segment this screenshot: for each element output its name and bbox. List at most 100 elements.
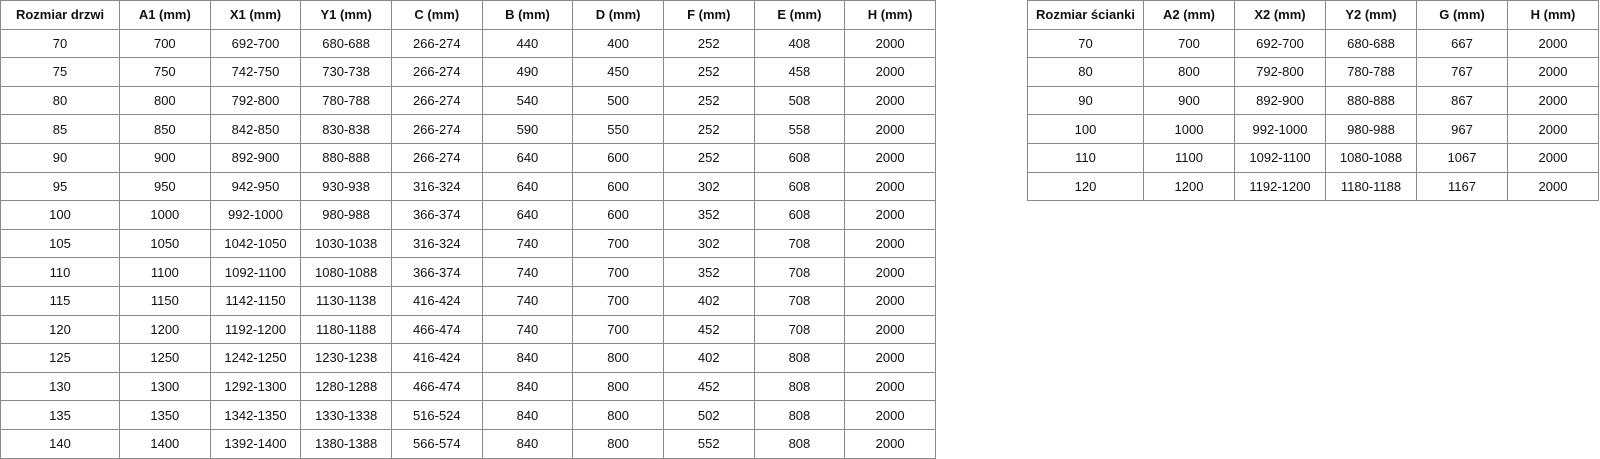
table-cell: 550 xyxy=(572,114,664,144)
table-cell: 600 xyxy=(572,171,664,202)
table-cell: 700 xyxy=(1143,28,1235,59)
table-cell: 1100 xyxy=(1143,142,1235,173)
table-cell: 808 xyxy=(753,400,846,430)
table-row: 70 700 692-700 680-688 667 2000 xyxy=(1027,28,1599,59)
table-cell: 800 xyxy=(1143,57,1235,87)
table-cell: 608 xyxy=(753,142,846,173)
table-cell: 266-274 xyxy=(390,28,483,59)
table-cell: 466-474 xyxy=(390,371,483,402)
column-header: A1 (mm) xyxy=(119,0,211,30)
table-cell: 70 xyxy=(0,28,120,59)
table-row: 130 1300 1292-1300 1280-1288 466-474 840 800 45… xyxy=(0,371,936,402)
table-cell: 558 xyxy=(753,114,846,144)
table-cell: 2000 xyxy=(844,171,936,202)
table-cell: 740 xyxy=(481,228,574,259)
table-cell: 1092-1100 xyxy=(209,257,302,287)
table-cell: 366-374 xyxy=(390,200,483,230)
table-cell: 840 xyxy=(481,343,574,373)
table-cell: 1230-1238 xyxy=(300,343,392,373)
table-cell: 942-950 xyxy=(209,171,302,202)
table-cell: 1192-1200 xyxy=(209,314,302,345)
table-cell: 70 xyxy=(1027,28,1144,59)
table-cell: 90 xyxy=(0,142,120,173)
table-cell: 80 xyxy=(0,85,120,116)
table-cell: 1342-1350 xyxy=(209,400,302,430)
table-cell: 302 xyxy=(662,228,755,259)
table-cell: 266-274 xyxy=(390,142,483,173)
table-cell: 540 xyxy=(481,85,574,116)
table-cell: 316-324 xyxy=(390,171,483,202)
table-cell: 458 xyxy=(753,57,846,87)
table-cell: 125 xyxy=(0,343,120,373)
table-cell: 2000 xyxy=(844,114,936,144)
column-header: D (mm) xyxy=(572,0,664,30)
table-cell: 680-688 xyxy=(300,28,392,59)
table-cell: 266-274 xyxy=(390,57,483,87)
table-cell: 110 xyxy=(1027,142,1144,173)
column-header: Rozmiar drzwi xyxy=(0,0,120,30)
table-cell: 730-738 xyxy=(300,57,392,87)
table-cell: 680-688 xyxy=(1325,28,1417,59)
table-row: 80 800 792-800 780-788 266-274 540 500 252 508 20… xyxy=(0,85,936,116)
table-cell: 867 xyxy=(1416,85,1508,116)
table-cell: 2000 xyxy=(844,28,936,59)
table-cell: 416-424 xyxy=(390,343,483,373)
table-row: 90 900 892-900 880-888 867 2000 xyxy=(1027,85,1599,116)
table-cell: 800 xyxy=(572,343,664,373)
table-cell: 767 xyxy=(1416,57,1508,87)
table-row: 125 1250 1242-1250 1230-1238 416-424 840 800 40… xyxy=(0,343,936,373)
column-header: A2 (mm) xyxy=(1143,0,1235,30)
table-cell: 742-750 xyxy=(209,57,302,87)
table-cell: 840 xyxy=(481,371,574,402)
table-cell: 2000 xyxy=(1507,171,1599,202)
table-cell: 80 xyxy=(1027,57,1144,87)
table-row: 110 1100 1092-1100 1080-1088 1067 2000 xyxy=(1027,142,1599,173)
table-cell: 842-850 xyxy=(209,114,302,144)
table-cell: 2000 xyxy=(844,428,936,459)
table-cell: 880-888 xyxy=(300,142,392,173)
table-cell: 1330-1338 xyxy=(300,400,392,430)
table-row: 95 950 942-950 930-938 316-324 640 600 302 608 20… xyxy=(0,171,936,202)
table-row: 135 1350 1342-1350 1330-1338 516-524 840 800 50… xyxy=(0,400,936,430)
header-row: Rozmiar ścianki A2 (mm) X2 (mm) Y2 (mm) G (m… xyxy=(1027,0,1599,30)
table-cell: 808 xyxy=(753,428,846,459)
table-cell: 2000 xyxy=(1507,114,1599,144)
table-cell: 708 xyxy=(753,257,846,287)
table-cell: 1200 xyxy=(1143,171,1235,202)
table-cell: 590 xyxy=(481,114,574,144)
column-header: B (mm) xyxy=(481,0,574,30)
table-cell: 780-788 xyxy=(1325,57,1417,87)
table-cell: 900 xyxy=(119,142,211,173)
table-row: 110 1100 1092-1100 1080-1088 366-374 740 700 35… xyxy=(0,257,936,287)
table-row: 80 800 792-800 780-788 767 2000 xyxy=(1027,57,1599,87)
table-cell: 1242-1250 xyxy=(209,343,302,373)
column-header: X1 (mm) xyxy=(209,0,302,30)
table-cell: 402 xyxy=(662,285,755,316)
table-cell: 880-888 xyxy=(1325,85,1417,116)
table-cell: 90 xyxy=(1027,85,1144,116)
table-cell: 2000 xyxy=(844,257,936,287)
table-cell: 792-800 xyxy=(1234,57,1326,87)
table-cell: 516-524 xyxy=(390,400,483,430)
table-cell: 800 xyxy=(572,428,664,459)
table-cell: 140 xyxy=(0,428,120,459)
table-cell: 800 xyxy=(119,85,211,116)
table-cell: 1380-1388 xyxy=(300,428,392,459)
header-row: Rozmiar drzwi A1 (mm) X1 (mm) Y1 (mm) C (mm)… xyxy=(0,0,936,30)
table-row: 115 1150 1142-1150 1130-1138 416-424 740 700 40… xyxy=(0,285,936,316)
table-cell: 2000 xyxy=(1507,57,1599,87)
table-cell: 1280-1288 xyxy=(300,371,392,402)
table-cell: 2000 xyxy=(1507,85,1599,116)
table-cell: 667 xyxy=(1416,28,1508,59)
column-header: Rozmiar ścianki xyxy=(1027,0,1144,30)
column-header: E (mm) xyxy=(753,0,846,30)
table-cell: 552 xyxy=(662,428,755,459)
table-cell: 800 xyxy=(572,400,664,430)
table-cell: 252 xyxy=(662,57,755,87)
table-cell: 750 xyxy=(119,57,211,87)
table-cell: 980-988 xyxy=(300,200,392,230)
column-header: Y2 (mm) xyxy=(1325,0,1417,30)
table-cell: 1000 xyxy=(119,200,211,230)
table-cell: 930-938 xyxy=(300,171,392,202)
table-cell: 130 xyxy=(0,371,120,402)
